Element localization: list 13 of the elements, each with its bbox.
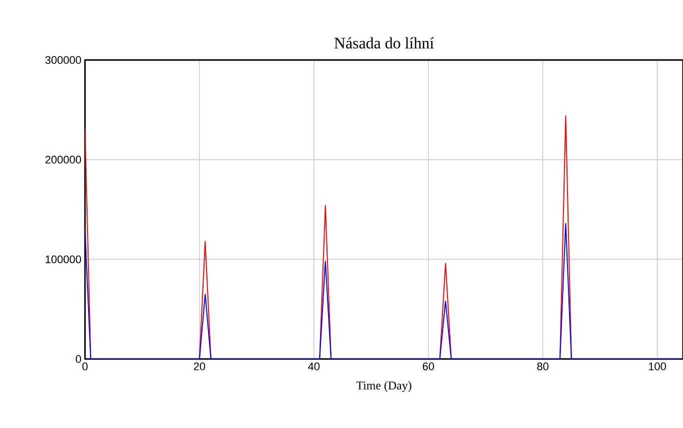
x-axis-title: Time (Day) [356, 381, 412, 392]
x-tick-label: 40 [308, 362, 320, 370]
x-tick-label: 20 [194, 362, 206, 370]
x-tick-label: 80 [537, 362, 548, 370]
x-tick-label: 60 [422, 362, 434, 370]
line-series [85, 222, 681, 359]
y-tick-label: 0 [76, 355, 82, 363]
chart-title: Násada do líhní [334, 37, 434, 48]
y-tick-label: 300000 [45, 56, 82, 64]
y-tick-label: 200000 [45, 156, 82, 164]
x-tick-label: 100 [648, 362, 666, 370]
y-tick-label: 100000 [46, 255, 82, 264]
x-tick-label: 0 [82, 362, 88, 370]
